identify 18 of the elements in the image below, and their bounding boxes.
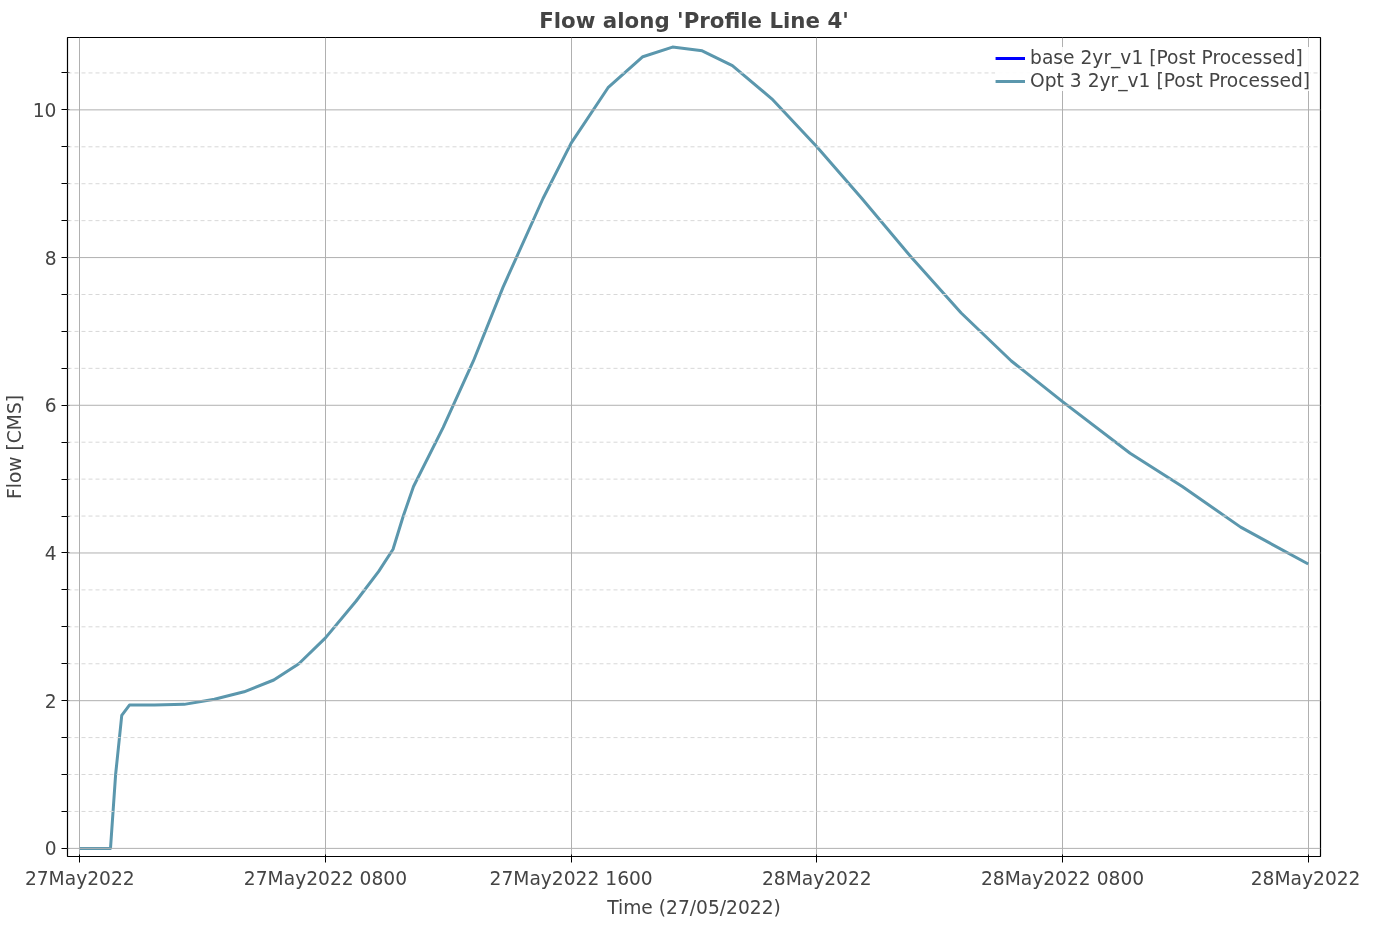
y-axis-title: Flow [CMS] — [3, 394, 25, 500]
x-tick-label: 27May2022 1600 — [489, 867, 653, 889]
y-tick-label: 0 — [44, 838, 57, 860]
y-tick-label: 6 — [44, 395, 57, 417]
y-tick-label: 2 — [44, 690, 57, 712]
y-tick-label: 10 — [32, 99, 57, 121]
chart-title: Flow along 'Profile Line 4' — [539, 7, 849, 33]
x-tick-label: 27May2022 0800 — [243, 867, 408, 889]
x-axis-title: Time (27/05/2022) — [606, 896, 781, 918]
legend-label: Opt 3 2yr_v1 [Post Processed] — [1030, 70, 1310, 91]
y-tick-label: 4 — [44, 542, 57, 564]
line-series — [78, 45, 1310, 850]
x-tick-label: 28May2022 — [761, 867, 872, 889]
y-tick-label: 8 — [44, 247, 57, 269]
x-tick-label: 28May2022 — [1250, 867, 1361, 889]
x-tick-label: 27May2022 — [24, 867, 135, 889]
x-tick-label: 28May2022 0800 — [980, 867, 1145, 889]
legend-label: base 2yr_v1 [Post Processed] — [1030, 47, 1303, 68]
